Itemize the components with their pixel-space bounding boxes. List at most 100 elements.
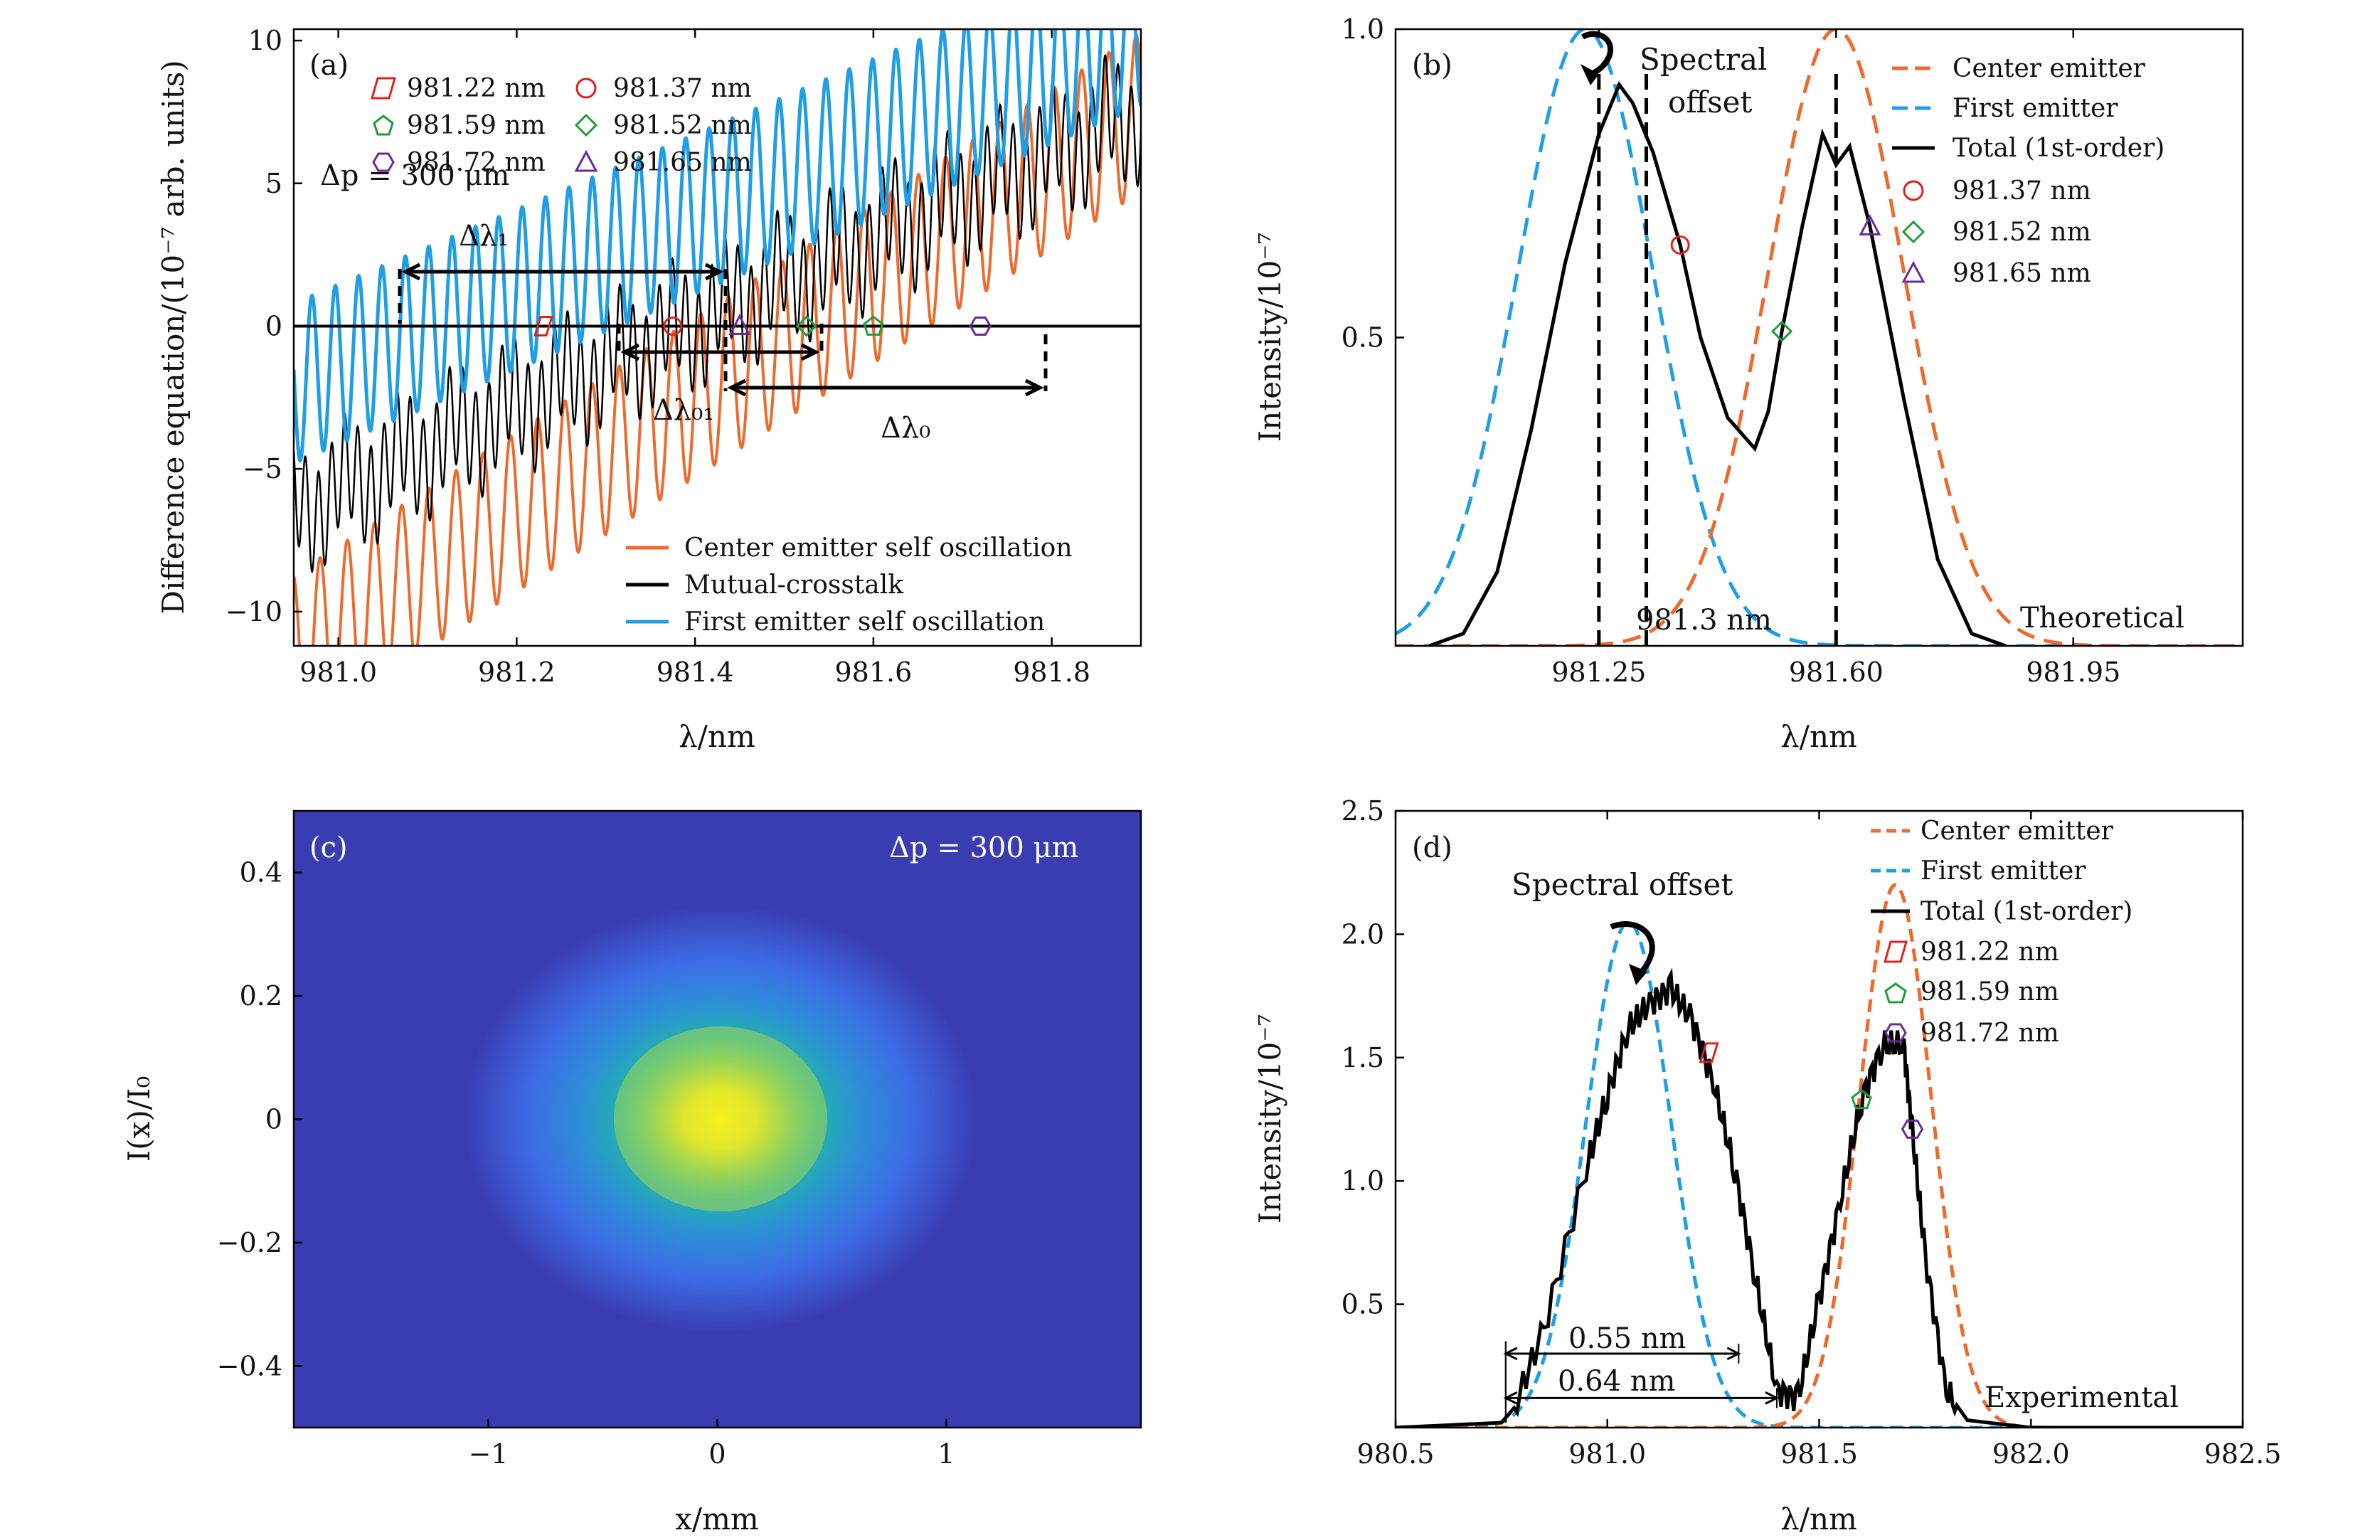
y-tick-label: 0.5 — [1342, 322, 1384, 354]
panel-b-legend: Center emitter First emitter Total (1st-… — [1892, 54, 2164, 288]
total-first-order-line — [1396, 967, 2243, 1428]
y-tick-label: 1.0 — [1342, 1165, 1384, 1196]
panel-b-vlines — [1597, 72, 1838, 646]
y-tick-label: 5 — [265, 168, 282, 199]
x-tick-label: −1 — [469, 1438, 509, 1470]
legend-981-52: 981.52 nm — [1953, 218, 2091, 247]
spectral-offset-arrow — [1581, 31, 1613, 78]
width-055-label: 0.55 nm — [1568, 1322, 1686, 1355]
marker-98159 — [1851, 1088, 1872, 1110]
marker-98159 — [863, 315, 884, 336]
spectral-offset-arrow — [1610, 921, 1655, 979]
panel-b-ticks: 981.25 981.60 981.95 0.5 1.0 — [1342, 14, 2121, 688]
legend-981-59: 981.59 nm — [407, 111, 546, 140]
x-tick-label: 981.95 — [2026, 657, 2120, 688]
legend-981-72: 981.72 nm — [1921, 1019, 2059, 1048]
beam-core — [614, 1026, 827, 1211]
legend-center-emitter: Center emitter — [1921, 817, 2114, 846]
x-tick-label: 981.6 — [834, 657, 912, 688]
panel-a-annotations — [398, 262, 1048, 397]
legend-981-37: 981.37 nm — [613, 74, 752, 103]
panel-c-xlabel: x/mm — [675, 1502, 759, 1536]
delta-lambda-01-label: Δλ₀₁ — [653, 394, 714, 427]
y-tick-label: 2.5 — [1342, 795, 1384, 827]
y-tick-label: −0.2 — [217, 1227, 282, 1258]
panel-d-ylabel: Intensity/10⁻⁷ — [1253, 1014, 1287, 1224]
legend-center-self: Center emitter self oscillation — [684, 533, 1073, 563]
theoretical-label: Theoretical — [2020, 602, 2184, 634]
legend-981-65: 981.65 nm — [1953, 259, 2091, 288]
x-tick-label: 981.8 — [1013, 657, 1090, 688]
panel-a-markers — [533, 314, 992, 337]
marker-98152 — [1770, 320, 1793, 342]
marker-98172 — [969, 316, 992, 336]
panel-a-tag: (a) — [309, 49, 349, 82]
panel-a: Δλ₁ Δλ₀₁ Δλ₀ (a) Δp = 300 μm 981.22 nm 9… — [156, 25, 1142, 754]
panel-a-frame — [292, 28, 1142, 647]
center-emitter-line — [1396, 883, 2243, 1428]
x-tick-label: 980.5 — [1357, 1438, 1435, 1470]
legend-981-22: 981.22 nm — [1921, 938, 2059, 967]
y-tick-label: 2.0 — [1342, 918, 1384, 950]
beam-halo — [464, 906, 977, 1332]
marker-98122 — [533, 315, 554, 336]
panel-b-ylabel: Intensity/10⁻⁷ — [1253, 233, 1287, 442]
panel-c-ticks: −1 0 1 0.4 0.2 0 −0.2 −0.4 — [217, 857, 955, 1470]
x-tick-label: 981.2 — [478, 657, 556, 688]
x-tick-label: 0 — [708, 1438, 726, 1470]
center-emitter-self-oscillation-line — [294, 33, 1141, 646]
x-tick-label: 981.0 — [299, 657, 377, 688]
mutual-crosstalk-line — [294, 54, 1141, 574]
experimental-label: Experimental — [1985, 1381, 2179, 1414]
panel-c: (c) Δp = 300 μm −1 0 1 0.4 0.2 0 −0.2 −0.4 x/mm… — [122, 809, 1142, 1536]
first-emitter-self-oscillation-line — [294, 29, 1141, 463]
spectral-offset-label: Spectral offset — [1512, 867, 1733, 902]
spectral-offset-arrowhead — [1629, 964, 1647, 985]
y-tick-label: 0.4 — [240, 857, 282, 888]
panel-a-ylabel: Difference equation/(10⁻⁷ arb. units) — [156, 60, 191, 614]
panel-a-legend-top: 981.22 nm 981.37 nm 981.59 nm 981.52 nm … — [371, 74, 752, 177]
legend-total: Total (1st-order) — [1921, 897, 2132, 926]
panel-b: Spectral offset 981.3 nm Theoretical (b)… — [1253, 14, 2244, 754]
marker-98137 — [663, 316, 683, 336]
legend-981-22: 981.22 nm — [407, 74, 546, 103]
x-tick-label: 981.60 — [1789, 657, 1884, 688]
panel-a-ticks: 981.0 981.2 981.4 981.6 981.8 −10 −5 0 5 10 — [225, 25, 1090, 688]
delta-lambda-1-label: Δλ₁ — [459, 220, 509, 253]
marker-98165 — [1859, 214, 1881, 235]
y-tick-label: −5 — [243, 453, 282, 484]
panel-d-xlabel: λ/nm — [1780, 1502, 1857, 1536]
y-tick-label: 0 — [265, 1104, 282, 1135]
x-tick-label: 1 — [937, 1438, 955, 1470]
y-tick-label: −0.4 — [217, 1350, 282, 1381]
x-tick-label: 981.4 — [657, 657, 734, 688]
y-tick-label: 0.2 — [240, 980, 282, 1011]
y-tick-label: 1.5 — [1342, 1042, 1384, 1073]
marker-98122 — [1699, 1042, 1719, 1063]
panel-c-tag: (c) — [309, 832, 348, 864]
marker-98172 — [1901, 1119, 1924, 1139]
panel-b-markers — [1670, 214, 1881, 342]
y-tick-label: 10 — [248, 25, 282, 56]
spectral-offset-arrowhead — [1581, 64, 1599, 85]
x-tick-label: 981.0 — [1568, 1438, 1646, 1470]
panel-d-ticks: 980.5 981.0 981.5 982.0 982.5 0.5 1.0 1.5 2.0 2.5 — [1342, 795, 2282, 1470]
legend-981-52: 981.52 nm — [613, 111, 752, 140]
legend-total: Total (1st-order) — [1953, 134, 2164, 163]
panel-d-legend: Center emitter First emitter Total (1st-… — [1871, 817, 2132, 1048]
legend-center-emitter: Center emitter — [1953, 54, 2146, 83]
x-tick-label: 982.5 — [2204, 1438, 2282, 1470]
legend-981-72: 981.72 nm — [407, 148, 546, 177]
panel-a-xlabel: λ/nm — [679, 719, 755, 754]
legend-mutual: Mutual-crosstalk — [684, 570, 904, 600]
legend-first-emitter: First emitter — [1953, 94, 2118, 123]
panel-c-pitch-note: Δp = 300 μm — [889, 832, 1078, 864]
legend-first-self: First emitter self oscillation — [684, 607, 1045, 637]
panel-a-pitch-note: Δp = 300 μm — [320, 159, 509, 192]
panel-d: 0.55 nm 0.64 nm Spectral offset Experime… — [1253, 795, 2281, 1536]
width-064-label: 0.64 nm — [1558, 1365, 1675, 1398]
legend-first-emitter: First emitter — [1921, 856, 2086, 886]
panel-b-tag: (b) — [1412, 49, 1452, 82]
panel-b-xlabel: λ/nm — [1780, 719, 1857, 754]
